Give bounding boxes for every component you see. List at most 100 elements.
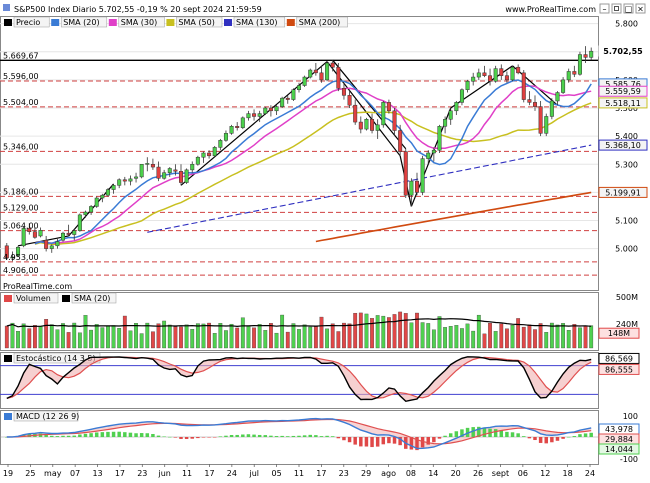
macd-histogram-bar xyxy=(589,432,593,437)
candle xyxy=(66,232,71,235)
candle xyxy=(347,95,352,106)
candle xyxy=(420,158,425,193)
candle xyxy=(504,75,509,81)
candle xyxy=(89,206,94,213)
macd-histogram-bar xyxy=(314,435,318,437)
y-tick-label: -100 xyxy=(620,455,638,464)
x-tick-label: ago xyxy=(381,469,396,478)
volume-bar xyxy=(61,323,65,349)
level-label: 5.186,00 xyxy=(3,187,39,196)
price-level-labels: 5.669,67 5.596,00 5.504,00 5.346,00 5.186,00… xyxy=(3,51,39,275)
candle xyxy=(392,110,397,131)
right-label-box xyxy=(598,139,648,151)
candle xyxy=(167,168,172,173)
volume-bar xyxy=(269,323,273,349)
macd-histogram-bar xyxy=(235,434,239,437)
right-label-box xyxy=(598,85,648,97)
macd-histogram-bar xyxy=(286,436,290,437)
macd-histogram-bar xyxy=(516,433,520,437)
candle xyxy=(448,110,453,120)
right-label-text: 5.702,55 xyxy=(603,47,643,56)
x-tick-label: 14 xyxy=(428,469,438,478)
volume-bar xyxy=(77,332,82,349)
volume-bar xyxy=(364,313,369,349)
legend-box xyxy=(13,292,59,304)
volume-bar xyxy=(16,331,20,349)
macd-histogram-bar xyxy=(263,435,268,437)
candle xyxy=(201,152,206,158)
macd-histogram-bar xyxy=(533,437,537,441)
right-label-sma50: 5.518,11 xyxy=(598,97,648,109)
volume-bar xyxy=(27,328,32,349)
volume-bar xyxy=(448,326,453,349)
legend-label: SMA (200) xyxy=(299,18,341,27)
volume-bar xyxy=(207,322,211,349)
candle xyxy=(21,228,26,247)
volume-bar xyxy=(381,315,386,349)
macd-line xyxy=(6,417,592,450)
volume-bar xyxy=(533,329,537,349)
candle xyxy=(162,172,167,179)
volume-bar xyxy=(190,329,195,349)
volume-bar xyxy=(106,325,110,349)
window-controls[interactable]: – □ × xyxy=(599,3,646,14)
volume-bar xyxy=(156,323,161,349)
legend-swatch xyxy=(4,413,12,420)
chart-title: S&P500 Index Diario 5.702,55 -0,19 % 20 … xyxy=(14,5,262,14)
volume-bar xyxy=(291,323,296,349)
candle xyxy=(134,176,139,179)
volume-bar xyxy=(285,331,290,349)
macd-histogram-bar xyxy=(415,437,419,451)
candle xyxy=(431,149,436,154)
volume-bar xyxy=(302,324,307,349)
right-label-box xyxy=(598,352,640,364)
volume-bar xyxy=(122,315,127,349)
volume-bar xyxy=(330,323,335,349)
macd-histogram-bar xyxy=(398,437,402,446)
volume-bar xyxy=(482,333,487,349)
x-tick-label: 07 xyxy=(70,469,80,478)
macd-histogram-bar xyxy=(89,433,93,437)
candle xyxy=(358,121,363,130)
moving-averages xyxy=(34,79,592,246)
macd-histogram-bar xyxy=(477,426,481,437)
volume-sma-line xyxy=(6,318,592,328)
volume-bar xyxy=(167,324,172,349)
level-label: 5.669,67 xyxy=(3,51,39,60)
volume-bar xyxy=(465,323,470,349)
sma-20-line xyxy=(34,79,592,245)
volume-bar xyxy=(437,316,442,349)
macd-histogram-bar xyxy=(168,436,172,438)
volume-bar xyxy=(72,322,77,349)
right-label-text: 14,044 xyxy=(605,445,633,454)
x-tick-label: 19 xyxy=(3,469,13,478)
candle xyxy=(330,62,335,68)
candle xyxy=(117,179,122,186)
macd-histogram-bar xyxy=(319,436,324,437)
volume-bar xyxy=(162,320,167,349)
macd-histogram-bar xyxy=(196,437,200,439)
candle xyxy=(105,189,110,196)
candle xyxy=(55,241,60,247)
volume-bar xyxy=(549,322,554,349)
volume-bar xyxy=(566,330,571,349)
volume-bar xyxy=(353,312,358,349)
candle xyxy=(527,99,532,103)
volume-bar xyxy=(336,331,341,349)
macd-histogram-bar xyxy=(100,432,105,437)
trend-line xyxy=(332,59,407,150)
right-label-text: 29,884 xyxy=(605,435,633,444)
macd-histogram-bar xyxy=(572,436,577,437)
x-tick-label: 13 xyxy=(92,469,102,478)
macd-histogram-bar xyxy=(106,431,110,437)
volume-bar xyxy=(572,324,577,349)
x-tick-label: 17 xyxy=(316,469,326,478)
panel-frame xyxy=(0,410,599,465)
x-tick-label: sept xyxy=(492,469,509,478)
candle xyxy=(521,72,526,100)
macd-histogram-bar xyxy=(527,437,532,439)
level-label: 4.906,00 xyxy=(3,266,39,275)
legend-swatch xyxy=(4,355,12,362)
macd-histogram-bar xyxy=(229,435,234,437)
legend-box xyxy=(233,16,286,28)
